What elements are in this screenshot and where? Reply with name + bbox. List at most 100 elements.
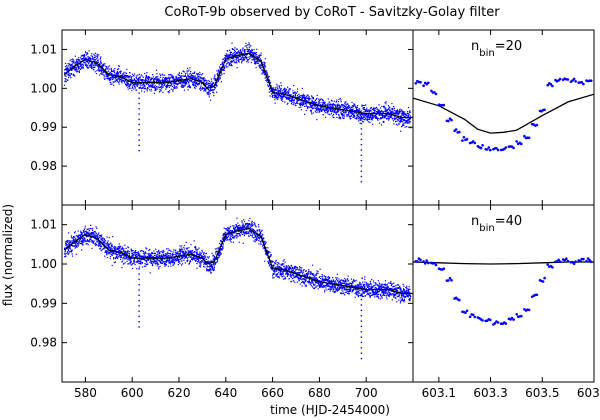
flux-point (369, 116, 371, 119)
flux-point (409, 111, 411, 114)
flux-point (212, 91, 214, 93)
flux-point (166, 78, 168, 80)
flux-point (336, 106, 339, 108)
flux-point (184, 82, 186, 84)
flux-point (115, 81, 117, 83)
flux-point (141, 255, 143, 257)
flux-point (379, 107, 382, 109)
flux-point (103, 71, 105, 73)
flux-point (248, 51, 250, 53)
flux-point (109, 255, 111, 258)
flux-point (82, 243, 84, 246)
flux-point (268, 88, 271, 91)
flux-point (180, 72, 183, 74)
flux-point (189, 80, 192, 82)
flux-point (90, 55, 92, 57)
flux-point (208, 82, 211, 85)
flux-point (219, 70, 221, 72)
flux-point (304, 98, 306, 100)
flux-point (409, 110, 411, 112)
flux-point (304, 102, 307, 104)
flux-point (163, 79, 165, 81)
flux-point (201, 255, 203, 257)
flux-point (222, 244, 224, 246)
flux-point (99, 70, 101, 72)
flux-point (177, 83, 179, 85)
flux-point (148, 255, 150, 257)
flux-point (390, 111, 392, 113)
flux-point (91, 64, 93, 66)
flux-point (348, 113, 350, 115)
flux-point (173, 81, 175, 83)
flux-point (98, 67, 100, 69)
flux-point (122, 254, 124, 256)
flux-point (343, 111, 345, 114)
flux-point (308, 97, 311, 100)
flux-point (181, 78, 183, 80)
flux-point (345, 103, 347, 105)
flux-point (338, 104, 341, 106)
flux-point (323, 105, 326, 107)
flux-point (256, 56, 258, 58)
flux-point (241, 60, 243, 63)
flux-point (203, 252, 205, 255)
flux-point (243, 54, 245, 56)
flux-point (380, 110, 383, 112)
flux-point (95, 233, 97, 235)
flux-point (93, 231, 96, 233)
flux-point (189, 86, 191, 88)
flux-point (107, 242, 109, 245)
flux-point (213, 268, 215, 270)
flux-point (120, 255, 122, 258)
flux-point (142, 86, 145, 88)
flux-point (314, 99, 317, 102)
flux-point (65, 75, 67, 77)
flux-point (295, 96, 298, 99)
flux-point (173, 259, 175, 262)
flux-point (118, 250, 120, 252)
flux-point (372, 118, 374, 120)
binned-point (471, 140, 475, 143)
flux-point (122, 248, 124, 250)
flux-point (324, 112, 326, 114)
flux-point (173, 83, 175, 85)
flux-point (332, 105, 334, 108)
flux-point (326, 104, 328, 106)
flux-point (166, 83, 169, 85)
flux-point (186, 247, 189, 249)
flux-point (379, 110, 381, 113)
flux-point (156, 263, 159, 265)
flux-point (65, 240, 67, 243)
flux-point (121, 254, 123, 256)
flux-point (374, 110, 376, 112)
flux-point (367, 118, 369, 121)
flux-point (74, 242, 76, 244)
flux-point (230, 234, 232, 236)
flux-point (323, 109, 325, 111)
flux-point (104, 251, 106, 253)
flux-point (109, 258, 111, 260)
flux-point (118, 83, 120, 85)
flux-point (357, 116, 359, 118)
flux-point (293, 84, 295, 87)
flux-point (84, 233, 86, 235)
flux-point (173, 87, 175, 89)
flux-point (270, 90, 273, 92)
flux-point (207, 257, 209, 259)
flux-point (331, 104, 333, 106)
flux-point (155, 258, 157, 260)
flux-point (377, 109, 380, 111)
flux-point (83, 57, 85, 59)
flux-point (103, 248, 105, 250)
flux-point (154, 78, 156, 80)
flux-point (110, 72, 113, 75)
flux-point (208, 96, 210, 98)
flux-point (345, 112, 347, 114)
flux-point (116, 79, 119, 81)
flux-point (157, 79, 159, 81)
flux-point (209, 93, 211, 95)
flux-point (167, 77, 169, 80)
flux-point (108, 77, 110, 79)
flux-point (182, 251, 185, 254)
